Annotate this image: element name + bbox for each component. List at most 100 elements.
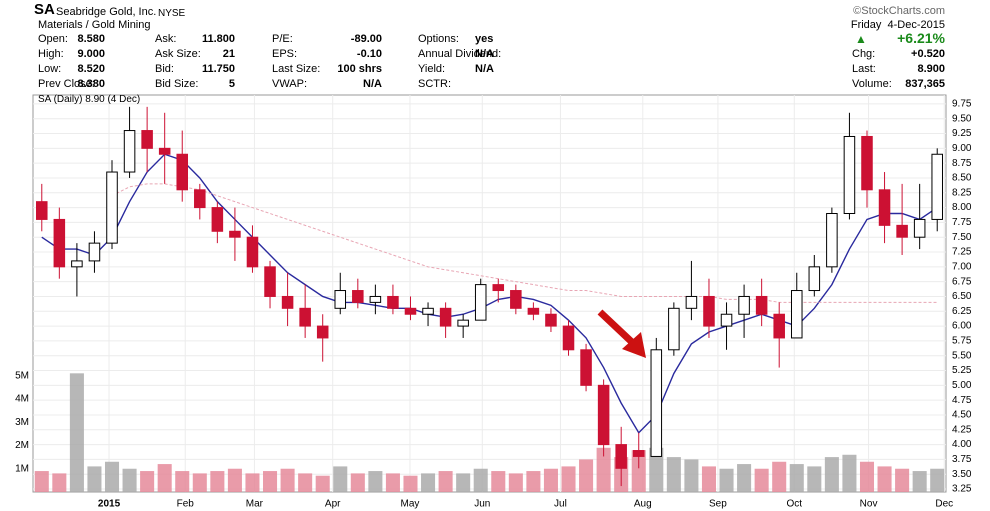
volume-bar: [772, 461, 787, 492]
candle-body: [194, 189, 206, 209]
y-tick-label: 6.25: [952, 306, 972, 317]
volume-bar: [87, 466, 102, 492]
volume-bar: [824, 457, 839, 492]
summary-label: Chg:: [852, 48, 876, 60]
y-tick-label: 5.50: [952, 350, 972, 361]
y-tick-label: 9.50: [952, 113, 972, 124]
candle-body: [246, 236, 259, 268]
field-label: Ask Size:: [155, 48, 201, 60]
summary-value: +0.520: [911, 48, 945, 60]
candle-body: [650, 349, 663, 457]
field-label: SCTR:: [418, 78, 451, 90]
volume-bar: [684, 459, 699, 492]
candle-body: [545, 313, 557, 327]
candle-body: [913, 218, 926, 238]
y-tick-label: 7.50: [952, 232, 972, 243]
x-tick-label: Nov: [860, 499, 878, 510]
volume-bar: [280, 468, 295, 492]
y-tick-label: 8.00: [952, 202, 972, 213]
volume-bar: [701, 466, 716, 492]
candle-body: [334, 290, 347, 309]
candle-body: [685, 295, 698, 309]
y-tick-label: 5.00: [952, 380, 972, 391]
volume-bar: [719, 468, 734, 492]
field-label: P/E:: [272, 33, 293, 45]
y-tick-label: 8.25: [952, 187, 972, 198]
candle-body: [88, 242, 101, 262]
field-value: 11.800: [201, 33, 235, 45]
y-tick-label: 3.25: [952, 484, 972, 495]
field-label: Low:: [38, 63, 62, 75]
candle-body: [439, 307, 452, 327]
y-tick-label: 4.50: [952, 410, 972, 421]
volume-bar: [508, 473, 523, 492]
candle-body: [299, 307, 311, 327]
field-value: 8.580: [77, 33, 105, 45]
y-tick-label: 8.50: [952, 173, 972, 184]
legend: SA (Daily) 8.90 (4 Dec): [38, 94, 141, 105]
y-tick-label: 7.75: [952, 217, 972, 228]
moving-average: [41, 153, 938, 434]
candle-body: [562, 325, 575, 351]
volume-bar: [877, 466, 892, 492]
copyright: ©StockCharts.com: [853, 5, 945, 17]
sector: Materials / Gold Mining: [38, 19, 151, 31]
candle-body: [229, 230, 241, 238]
field-label: Bid:: [155, 63, 174, 75]
volume-bar: [245, 473, 260, 492]
candle-body: [387, 295, 399, 309]
x-tick-label: Jun: [474, 499, 490, 510]
candle-body: [738, 295, 750, 315]
y-tick-label: 6.00: [952, 321, 972, 332]
volume-bar: [491, 471, 506, 492]
volume-bar: [34, 471, 49, 492]
symbol: SA: [34, 1, 55, 18]
y-tick-label: 3.50: [952, 469, 972, 480]
volume-bar: [807, 466, 822, 492]
volume-bar: [69, 373, 84, 492]
summary-value: 8.900: [917, 63, 945, 75]
field-label: Open:: [38, 33, 68, 45]
volume-bar: [263, 471, 278, 492]
annotation-arrow-head: [622, 332, 646, 358]
candle-body: [176, 153, 189, 191]
field-label: Options:: [418, 33, 459, 45]
exchange: NYSE: [158, 8, 186, 19]
volume-bar: [631, 450, 646, 492]
volume-bar: [157, 464, 172, 492]
y-tick-label: 4.00: [952, 439, 972, 450]
volume-tick-label: 4M: [15, 394, 29, 405]
field-value: N/A: [475, 48, 494, 60]
y-tick-label: 7.25: [952, 247, 972, 258]
y-tick-label: 8.75: [952, 158, 972, 169]
volume-bar: [368, 471, 383, 492]
volume-bar: [140, 471, 155, 492]
volume-bar: [561, 466, 576, 492]
field-value: 21: [222, 48, 235, 60]
candle-body: [755, 295, 768, 315]
x-tick-label: Feb: [177, 499, 195, 510]
field-label: EPS:: [272, 48, 298, 60]
y-tick-label: 9.00: [952, 143, 972, 154]
x-tick-label: Apr: [325, 499, 341, 510]
volume-bar: [192, 473, 207, 492]
company: Seabridge Gold, Inc.: [56, 6, 157, 18]
candle-body: [106, 171, 118, 244]
volume-bar: [912, 471, 927, 492]
date: Friday 4-Dec-2015: [850, 19, 945, 31]
volume-bar: [596, 447, 611, 492]
field-value: -89.00: [350, 33, 382, 45]
volume-tick-label: 3M: [15, 417, 29, 428]
y-tick-label: 5.75: [952, 336, 972, 347]
candle-body: [668, 307, 680, 351]
x-tick-label: May: [401, 499, 420, 510]
candle-body: [703, 295, 715, 327]
field-label: Last Size:: [272, 63, 321, 75]
volume-bar: [930, 468, 945, 492]
annotation-arrow: [597, 309, 639, 349]
volume-bar: [385, 473, 400, 492]
candle-body: [492, 284, 505, 292]
volume-bar: [754, 468, 769, 492]
volume-tick-label: 2M: [15, 440, 29, 451]
